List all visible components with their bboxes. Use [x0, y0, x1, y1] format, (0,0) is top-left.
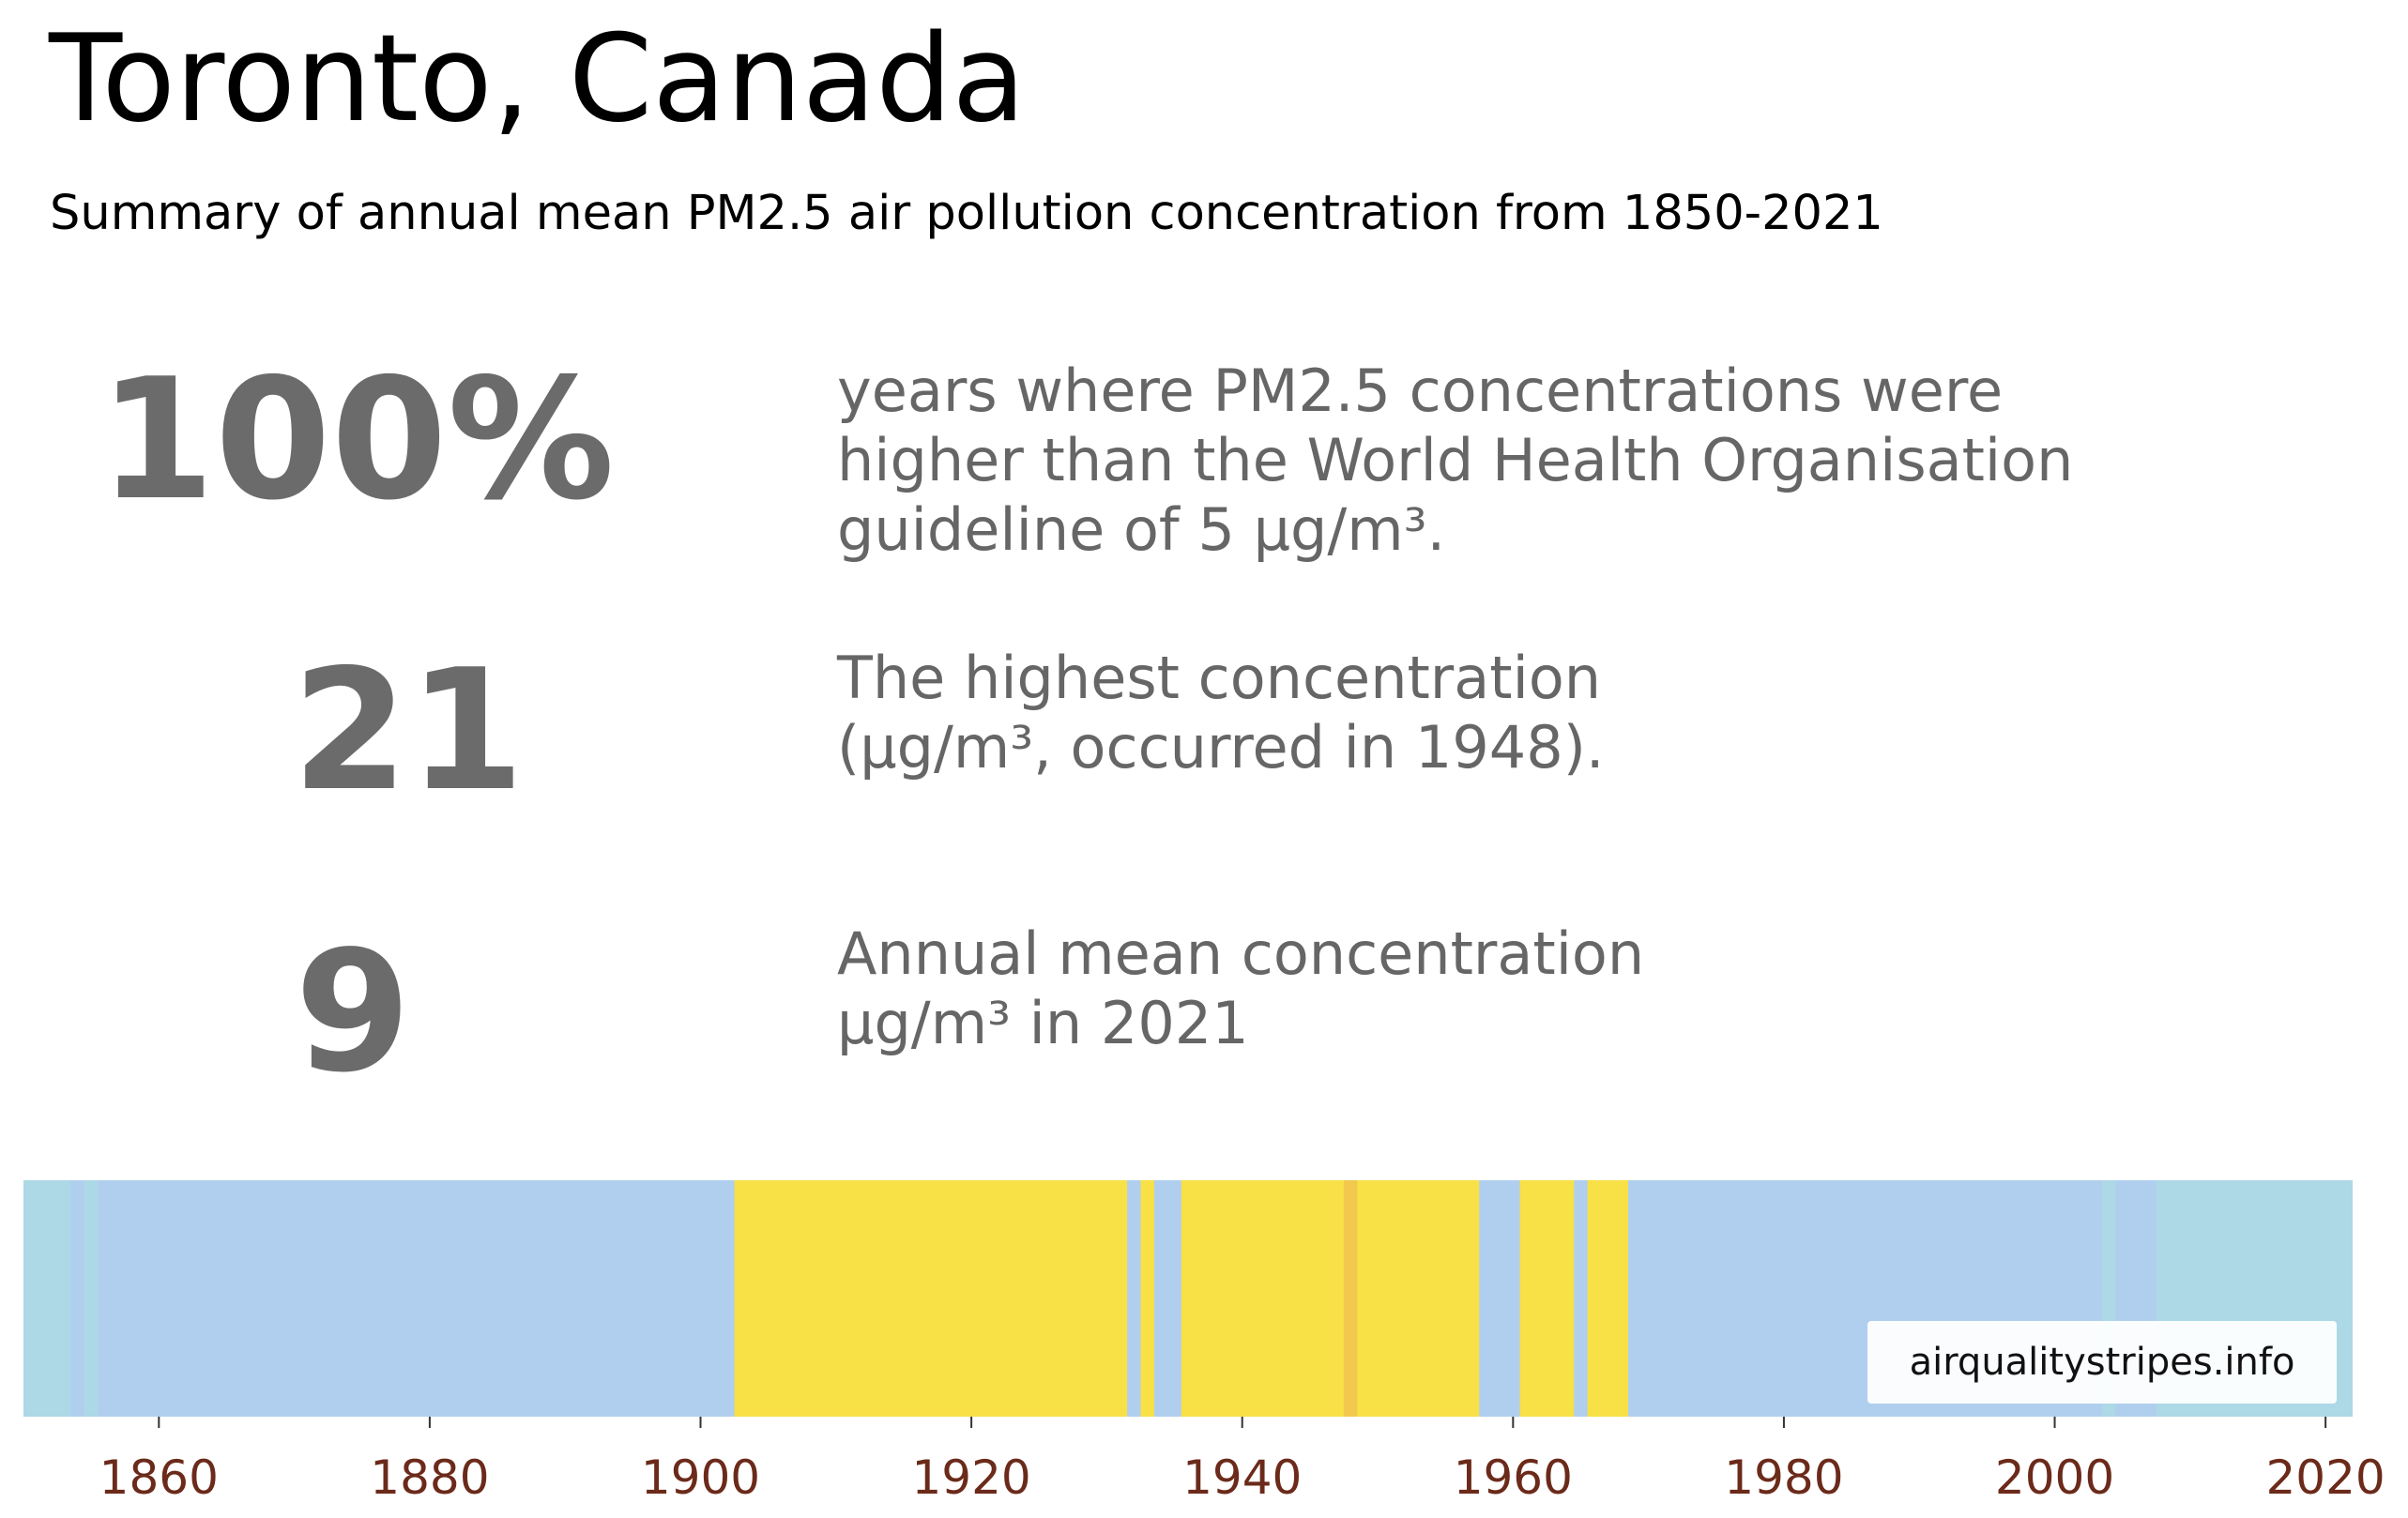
- stripe: [1574, 1180, 1589, 1417]
- pollution-stripes-chart: [23, 1180, 2353, 1417]
- axis-tick-label: 2020: [2266, 1450, 2385, 1505]
- source-badge[interactable]: airqualitystripes.info: [1867, 1321, 2337, 1404]
- stripe: [734, 1180, 1128, 1417]
- stat-max-line: (μg/m³, occurred in 1948).: [837, 713, 1605, 782]
- axis-tick-label: 2000: [1995, 1450, 2114, 1505]
- page-title: Toronto, Canada: [49, 9, 1026, 149]
- stat-max-description: The highest concentration (μg/m³, occurr…: [837, 644, 1605, 782]
- stripe: [1127, 1180, 1142, 1417]
- axis-tick-label: 1880: [370, 1450, 489, 1505]
- stripe: [23, 1180, 72, 1417]
- stat-current-line: Annual mean concentration: [837, 919, 1645, 988]
- axis-tick-label: 1940: [1182, 1450, 1302, 1505]
- stripe: [1153, 1180, 1182, 1417]
- axis-tick-label: 1900: [641, 1450, 760, 1505]
- stat-percent-line: higher than the World Health Organisatio…: [837, 426, 2074, 494]
- stripe: [1181, 1180, 1345, 1417]
- stat-percent-description: years where PM2.5 concentrations were hi…: [837, 357, 2073, 565]
- stripe: [1587, 1180, 1629, 1417]
- stat-percent-line: years where PM2.5 concentrations were: [837, 357, 2004, 425]
- stripe: [70, 1180, 85, 1417]
- stripe: [1519, 1180, 1575, 1417]
- axis-tick-label: 1860: [99, 1450, 219, 1505]
- year-axis: 1860 1880 1900 1920 1940 1960 1980 2000 2020: [99, 1417, 2385, 1505]
- axis-tick-label: 1920: [911, 1450, 1030, 1505]
- stat-current-value: 9: [295, 915, 411, 1109]
- stripe: [84, 1180, 99, 1417]
- stripe: [1140, 1180, 1155, 1417]
- stat-current-line: μg/m³ in 2021: [837, 989, 1249, 1057]
- page-subtitle: Summary of annual mean PM2.5 air polluti…: [50, 186, 1883, 241]
- stripe: [1479, 1180, 1521, 1417]
- stat-percent-value: 100%: [99, 342, 615, 537]
- stat-current-description: Annual mean concentration μg/m³ in 2021: [837, 919, 1644, 1058]
- stat-max-value: 21: [292, 633, 525, 827]
- stat-max-line: The highest concentration: [837, 644, 1602, 712]
- stat-percent-line: guideline of 5 μg/m³.: [837, 495, 1446, 564]
- stripe: [1343, 1180, 1358, 1417]
- stripe: [1357, 1180, 1480, 1417]
- axis-tick-label: 1960: [1454, 1450, 1573, 1505]
- axis-tick-label: 1980: [1724, 1450, 1843, 1505]
- stripe: [98, 1180, 736, 1417]
